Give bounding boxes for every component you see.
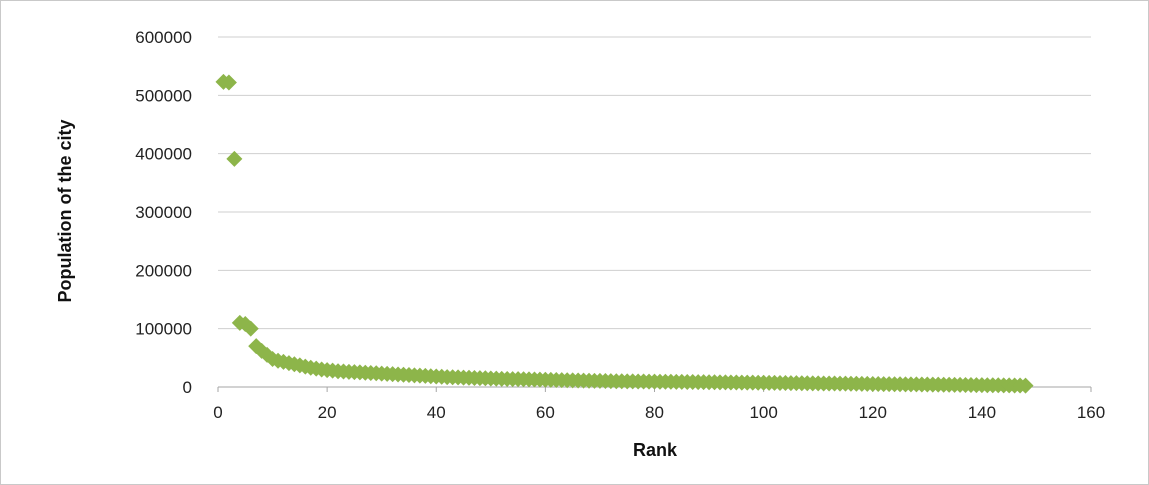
x-tick-label: 40 bbox=[427, 403, 446, 422]
x-tick-label: 20 bbox=[318, 403, 337, 422]
data-point bbox=[1017, 377, 1034, 394]
x-tick-label: 0 bbox=[213, 403, 222, 422]
x-tick-label: 140 bbox=[968, 403, 996, 422]
y-tick-label: 600000 bbox=[135, 28, 192, 47]
y-tick-label: 300000 bbox=[135, 203, 192, 222]
data-point bbox=[226, 150, 243, 167]
x-axis-title: Rank bbox=[633, 440, 678, 460]
x-tick-label: 160 bbox=[1077, 403, 1105, 422]
y-axis: 0 100000 200000 300000 400000 500000 600000 bbox=[135, 28, 192, 397]
x-axis: 0 20 40 60 80 100 120 140 160 bbox=[213, 387, 1105, 422]
y-axis-title: Population of the city bbox=[55, 120, 75, 303]
gridlines bbox=[218, 36, 1091, 388]
y-tick-label: 0 bbox=[183, 378, 192, 397]
data-point bbox=[242, 320, 259, 337]
x-tick-label: 80 bbox=[645, 403, 664, 422]
y-tick-label: 400000 bbox=[135, 145, 192, 164]
y-tick-label: 200000 bbox=[135, 261, 192, 280]
x-tick-label: 60 bbox=[536, 403, 555, 422]
y-tick-label: 500000 bbox=[135, 86, 192, 105]
x-tick-label: 100 bbox=[749, 403, 777, 422]
data-points bbox=[215, 73, 1034, 394]
data-point bbox=[220, 74, 237, 91]
x-tick-label: 120 bbox=[859, 403, 887, 422]
y-tick-label: 100000 bbox=[135, 320, 192, 339]
